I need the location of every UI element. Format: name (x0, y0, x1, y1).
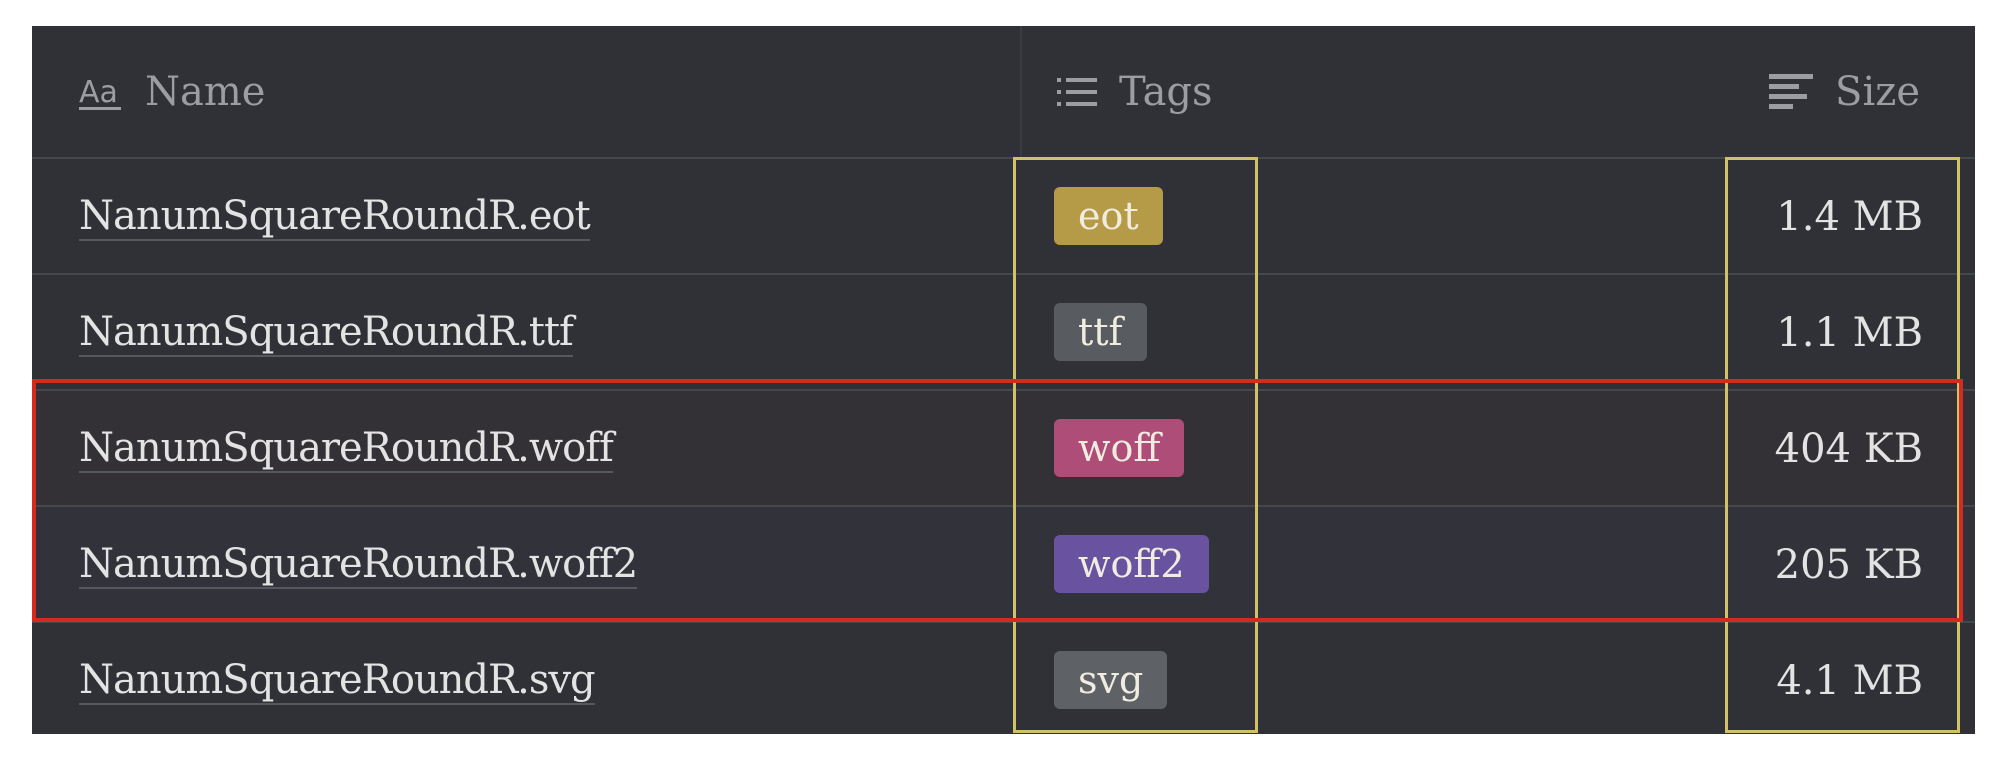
column-header-size[interactable]: Size (1769, 26, 1920, 157)
column-header-tags[interactable]: Tags (1057, 26, 1213, 157)
table-row[interactable]: NanumSquareRoundR.svg svg 4.1 MB (32, 621, 1975, 736)
tag-badge: ttf (1054, 303, 1147, 361)
table-row[interactable]: NanumSquareRoundR.woff woff 404 KB (32, 389, 1975, 507)
tags-column-highlight (1013, 157, 1258, 733)
table-row[interactable]: NanumSquareRoundR.woff2 woff2 205 KB (32, 505, 1975, 623)
column-divider (1020, 26, 1022, 157)
column-header-name[interactable]: Aa Name (79, 68, 266, 115)
file-size: 404 KB (1774, 426, 1923, 472)
tag-badge: woff (1054, 419, 1185, 477)
file-size: 1.4 MB (1776, 194, 1923, 240)
tag-badge: eot (1054, 187, 1163, 245)
tag-badge: svg (1054, 651, 1168, 709)
file-name[interactable]: NanumSquareRoundR.eot (79, 193, 591, 241)
table-row[interactable]: NanumSquareRoundR.ttf ttf 1.1 MB (32, 273, 1975, 391)
text-aa-icon: Aa (79, 75, 121, 110)
size-column-highlight (1725, 157, 1960, 733)
list-icon (1057, 77, 1097, 106)
align-left-lines-icon (1769, 73, 1814, 109)
table-header: Aa Name Tags Size (32, 26, 1975, 157)
file-name[interactable]: NanumSquareRoundR.ttf (79, 309, 574, 357)
table-row[interactable]: NanumSquareRoundR.eot eot 1.4 MB (32, 157, 1975, 275)
file-size: 1.1 MB (1776, 310, 1923, 356)
file-name[interactable]: NanumSquareRoundR.woff2 (79, 541, 638, 589)
file-size: 205 KB (1774, 542, 1923, 588)
svg-text:Aa: Aa (79, 75, 118, 110)
woff-rows-highlight (32, 379, 1963, 622)
tag-badge: woff2 (1054, 535, 1209, 593)
file-name[interactable]: NanumSquareRoundR.svg (79, 657, 596, 705)
file-size: 4.1 MB (1776, 658, 1923, 704)
file-name[interactable]: NanumSquareRoundR.woff (79, 425, 614, 473)
